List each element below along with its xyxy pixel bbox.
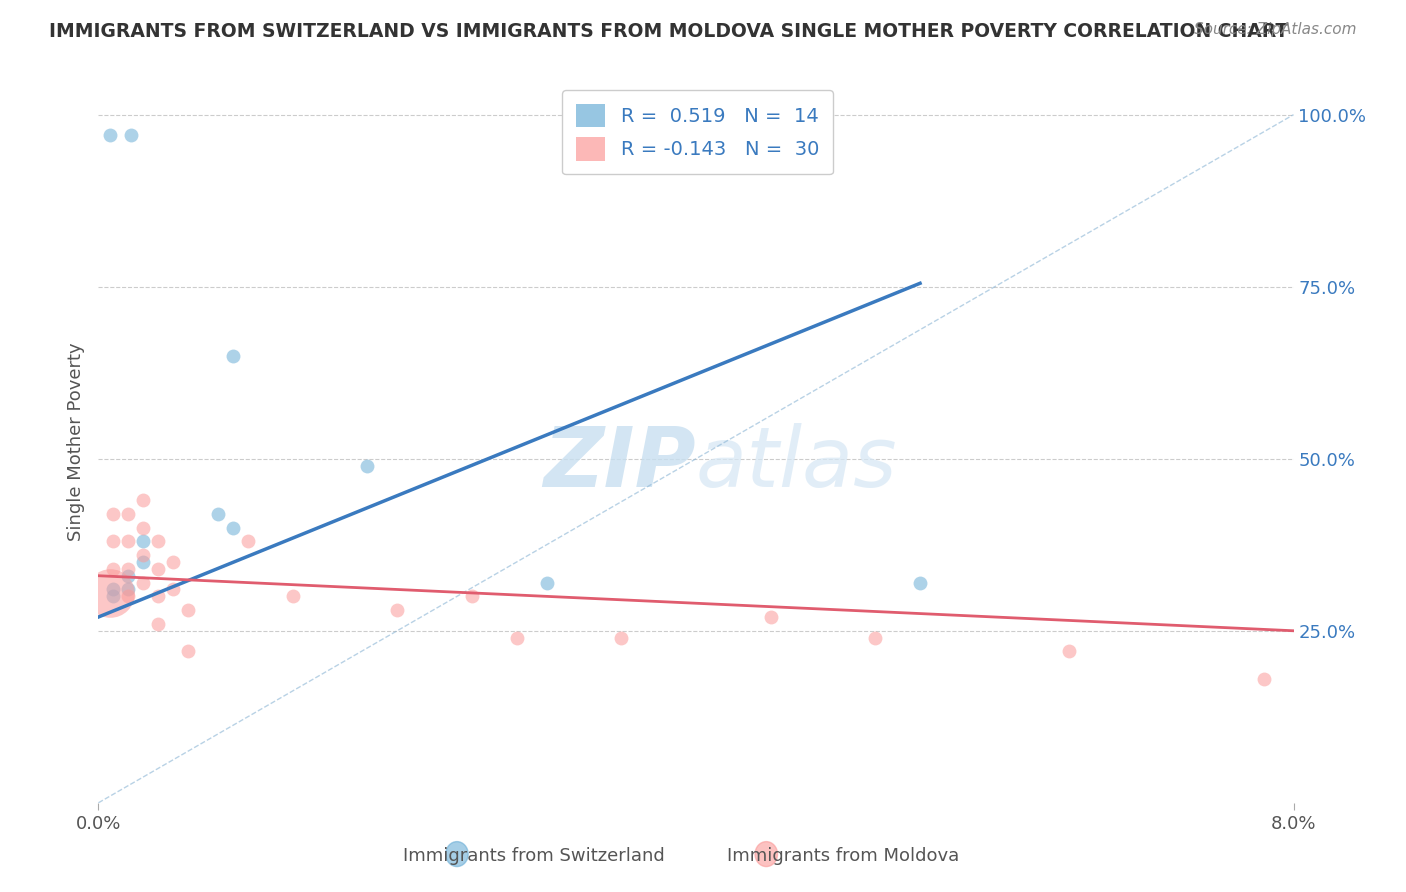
- Point: [1059, 644, 1081, 658]
- Point: [148, 562, 170, 576]
- Point: [177, 603, 200, 617]
- Point: [385, 603, 409, 617]
- Point: [759, 610, 782, 624]
- Point: [117, 534, 139, 549]
- Point: [610, 631, 633, 645]
- Point: [1253, 672, 1275, 686]
- Point: [117, 582, 139, 597]
- Legend: R =  0.519   N =  14, R = -0.143   N =  30: R = 0.519 N = 14, R = -0.143 N = 30: [562, 90, 832, 175]
- Point: [148, 534, 170, 549]
- Circle shape: [446, 842, 468, 867]
- Point: [281, 590, 304, 604]
- Text: IMMIGRANTS FROM SWITZERLAND VS IMMIGRANTS FROM MOLDOVA SINGLE MOTHER POVERTY COR: IMMIGRANTS FROM SWITZERLAND VS IMMIGRANT…: [49, 22, 1288, 41]
- Point: [865, 631, 887, 645]
- Point: [132, 555, 155, 569]
- Point: [461, 590, 484, 604]
- Point: [98, 128, 122, 143]
- Point: [103, 590, 125, 604]
- Point: [103, 562, 125, 576]
- Point: [222, 520, 245, 534]
- Point: [103, 507, 125, 521]
- Point: [236, 534, 259, 549]
- Point: [117, 568, 139, 582]
- Text: ZIP: ZIP: [543, 423, 696, 504]
- Point: [103, 582, 125, 597]
- Point: [132, 534, 155, 549]
- Point: [132, 520, 155, 534]
- Point: [117, 562, 139, 576]
- Point: [536, 575, 558, 590]
- Point: [162, 582, 184, 597]
- Point: [103, 534, 125, 549]
- Point: [908, 575, 931, 590]
- Text: Immigrants from Switzerland: Immigrants from Switzerland: [404, 847, 665, 865]
- Text: Source: ZipAtlas.com: Source: ZipAtlas.com: [1194, 22, 1357, 37]
- Point: [356, 458, 378, 473]
- Point: [132, 575, 155, 590]
- Point: [506, 631, 529, 645]
- Point: [132, 548, 155, 562]
- Text: Immigrants from Moldova: Immigrants from Moldova: [727, 847, 960, 865]
- Circle shape: [755, 842, 778, 867]
- Point: [98, 586, 122, 600]
- Point: [177, 644, 200, 658]
- Point: [207, 507, 229, 521]
- Y-axis label: Single Mother Poverty: Single Mother Poverty: [66, 343, 84, 541]
- Point: [222, 349, 245, 363]
- Point: [120, 128, 142, 143]
- Point: [162, 555, 184, 569]
- Text: atlas: atlas: [696, 423, 897, 504]
- Point: [132, 493, 155, 508]
- Point: [148, 590, 170, 604]
- Point: [117, 590, 139, 604]
- Point: [117, 507, 139, 521]
- Point: [148, 616, 170, 631]
